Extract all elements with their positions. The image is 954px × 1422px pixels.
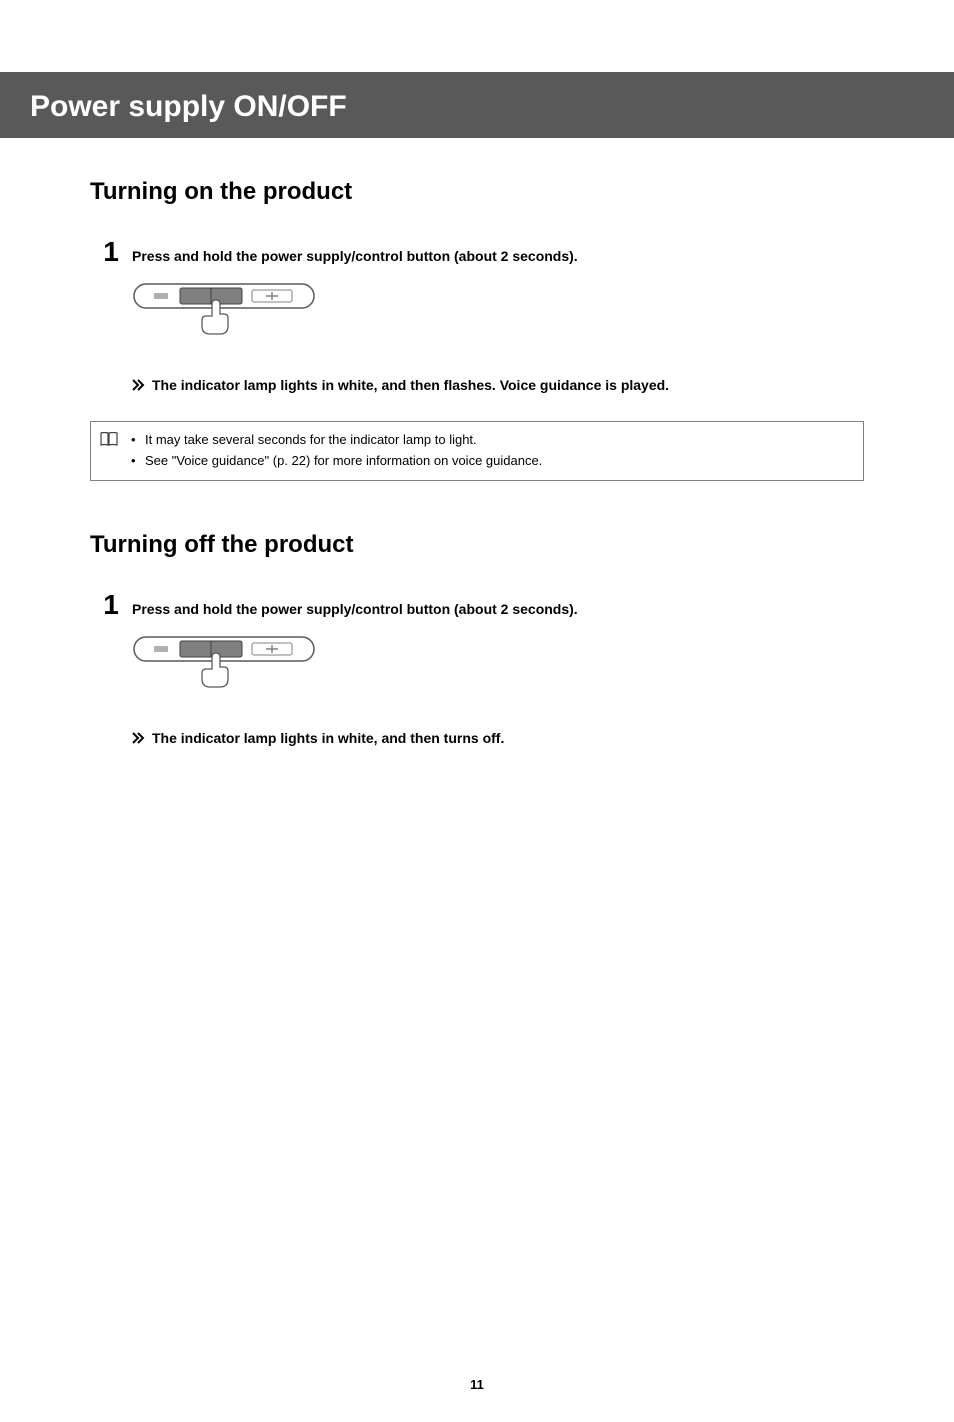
step-row: 1 Press and hold the power supply/contro… [90,236,864,268]
chevron-icon [132,378,146,392]
note-content: It may take several seconds for the indi… [127,422,554,480]
step-number: 1 [90,236,132,268]
step-number: 1 [90,589,132,621]
result-text-on: The indicator lamp lights in white, and … [152,377,669,393]
chevron-icon [132,731,146,745]
page-content: Turning on the product 1 Press and hold … [0,138,954,746]
note-icon-cell [91,422,127,480]
section-off-title: Turning off the product [90,531,864,559]
device-illustration-off [132,635,864,700]
result-text-off: The indicator lamp lights in white, and … [152,730,504,746]
page-title: Power supply ON/OFF [30,90,924,124]
device-illustration-on [132,282,864,347]
section-on-title: Turning on the product [90,178,864,206]
result-row-off: The indicator lamp lights in white, and … [132,730,864,746]
step-instruction: Press and hold the power supply/control … [132,597,578,617]
page-number: 11 [0,1377,954,1392]
note-box: It may take several seconds for the indi… [90,421,864,481]
note-item: See "Voice guidance" (p. 22) for more in… [131,451,542,472]
step-row: 1 Press and hold the power supply/contro… [90,589,864,621]
step-instruction: Press and hold the power supply/control … [132,244,578,264]
book-icon [100,432,118,446]
page-header: Power supply ON/OFF [0,72,954,138]
result-row-on: The indicator lamp lights in white, and … [132,377,864,393]
note-item: It may take several seconds for the indi… [131,430,542,451]
